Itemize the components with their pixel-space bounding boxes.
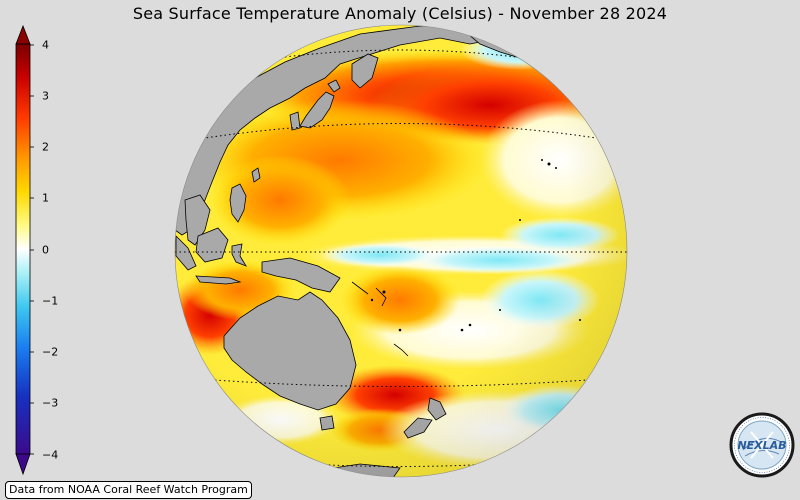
colorbar-tick-label: 1	[42, 191, 49, 205]
colorbar-tick-label: 4	[42, 38, 49, 52]
colorbar-tick-label: 3	[42, 89, 49, 103]
colorbar-tick-label: −1	[42, 294, 59, 308]
colorbar-tick-label: −3	[42, 396, 59, 410]
nexlab-logo: NEXLAB	[729, 412, 795, 478]
colorbar-tick-label: 2	[42, 140, 49, 154]
colorbar-tick-label: 0	[42, 243, 49, 257]
data-source-label: Data from NOAA Coral Reef Watch Program	[5, 481, 252, 499]
globe-outline	[174, 24, 628, 478]
colorbar-tick-label: −4	[42, 448, 59, 462]
colorbar-tick-label: −2	[42, 345, 59, 359]
colorbar	[15, 24, 34, 476]
colorbar-bottom-arrow	[15, 453, 31, 476]
map-title: Sea Surface Temperature Anomaly (Celsius…	[132, 4, 668, 23]
logo-text: NEXLAB	[737, 439, 786, 452]
